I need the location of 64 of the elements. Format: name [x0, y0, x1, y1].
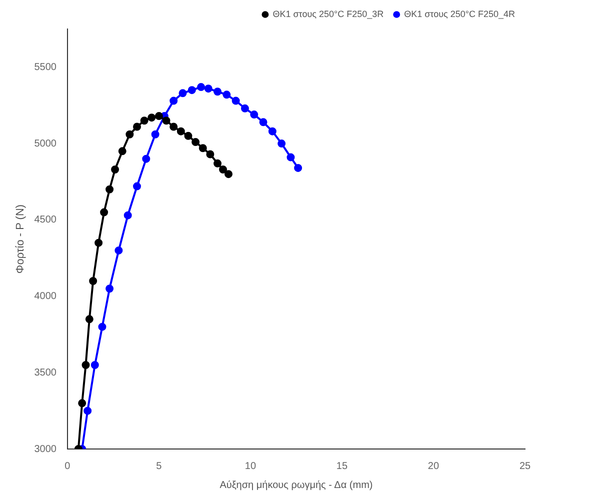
point: [197, 83, 206, 92]
point: [89, 277, 98, 285]
point: [224, 170, 233, 178]
point: [198, 144, 207, 152]
legend-label: ΘΚ1 στους 250°C F250_3R: [272, 8, 384, 19]
y-tick-label: 3500: [34, 367, 57, 378]
point: [170, 96, 178, 105]
point: [78, 399, 86, 408]
point: [90, 361, 99, 369]
point: [151, 130, 160, 138]
point: [176, 127, 185, 136]
point: [140, 116, 148, 125]
point: [118, 147, 126, 156]
point: [192, 138, 200, 146]
point: [294, 164, 302, 172]
y-tick-label: 5000: [34, 138, 57, 150]
point: [154, 112, 163, 120]
point: [268, 127, 276, 136]
point: [232, 96, 240, 105]
point: [204, 84, 212, 93]
x-tick-label: 20: [428, 460, 440, 472]
x-tick-label: 5: [156, 460, 162, 472]
point: [142, 154, 150, 163]
x-tick-label: 10: [244, 460, 256, 472]
point: [188, 86, 196, 94]
y-tick-label: 5500: [34, 62, 57, 73]
point: [240, 104, 249, 112]
x-tick-label: 25: [519, 460, 531, 472]
y-tick-label: 4500: [34, 214, 57, 226]
point: [219, 166, 228, 174]
point: [206, 150, 214, 158]
point: [259, 118, 268, 126]
point: [222, 90, 231, 99]
point: [98, 322, 106, 331]
point: [214, 88, 222, 96]
point: [250, 110, 258, 119]
point: [84, 406, 92, 415]
point: [94, 238, 103, 247]
point: [114, 246, 123, 254]
point: [106, 185, 114, 194]
point: [132, 122, 141, 131]
point: [214, 159, 222, 168]
y-tick-label: 3000: [34, 444, 57, 455]
x-tick-label: 15: [336, 460, 348, 472]
point: [170, 122, 178, 131]
x-tick-label: 0: [64, 460, 71, 472]
point: [111, 166, 120, 174]
point: [100, 208, 108, 216]
point: [286, 153, 295, 162]
point: [85, 315, 94, 324]
y-tick-label: 4000: [34, 291, 57, 302]
point: [132, 182, 141, 190]
point: [162, 116, 170, 125]
y-axis-title: Φορτίο - P (N): [14, 204, 27, 274]
legend-label: ΘΚ1 στους 250°C F250_4R: [404, 8, 516, 19]
point: [124, 211, 132, 220]
point: [178, 89, 187, 98]
point: [126, 130, 134, 138]
point: [184, 132, 192, 140]
x-axis-title: Αύξηση μήκους ρωγμής - Δα (mm): [220, 480, 373, 491]
point: [148, 114, 156, 122]
point: [106, 284, 114, 293]
point: [82, 361, 90, 369]
point: [278, 140, 286, 148]
